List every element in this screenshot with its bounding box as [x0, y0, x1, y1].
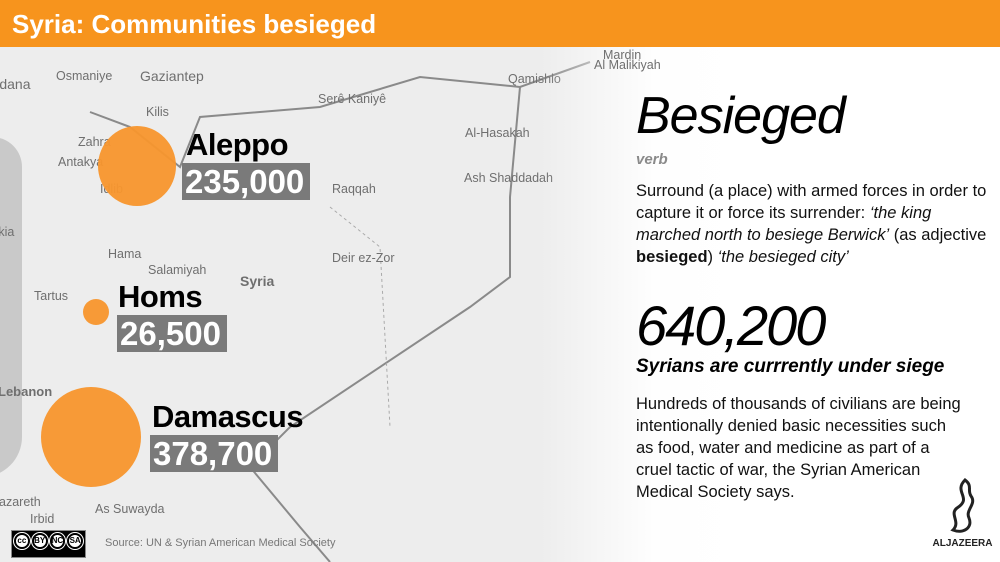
- map-label: Latakia: [0, 225, 15, 239]
- def-example: ‘the king marched north to besiege Berwi…: [636, 204, 932, 244]
- map-label: Irbid: [30, 512, 55, 526]
- nc-icon: NC: [49, 533, 66, 549]
- definition-text: Surround (a place) with armed forces in …: [636, 180, 996, 268]
- by-icon: BY: [31, 533, 48, 549]
- city-name: Homs: [118, 279, 203, 314]
- map-label: Antakya: [58, 155, 104, 169]
- def-part: Surround (a place) with armed forces in …: [636, 182, 987, 222]
- map-label: As Suwayda: [95, 502, 165, 516]
- cc-icon: cc: [14, 533, 30, 549]
- map-label: Raqqah: [332, 182, 376, 196]
- definition-word: Besieged: [636, 87, 846, 145]
- sea: [0, 137, 22, 477]
- aljazeera-logo: ALJAZEERA: [930, 478, 995, 549]
- city-name: Aleppo: [186, 127, 289, 162]
- homs-circle: [83, 299, 109, 325]
- map-label: Osmaniye: [56, 69, 113, 83]
- map-label: Lebanon: [0, 384, 53, 399]
- city-count: 26,500: [117, 315, 227, 352]
- def-bold: besieged: [636, 248, 708, 266]
- total-caption: Syrians are currrently under siege: [636, 356, 945, 377]
- aleppo-circle: [98, 126, 176, 206]
- map-label: Hama: [108, 247, 142, 261]
- panel-background: [540, 47, 1000, 562]
- total-besieged: 640,200: [636, 294, 826, 357]
- page-title: Syria: Communities besieged: [12, 9, 377, 39]
- map-label: Nazareth: [0, 495, 41, 509]
- city-count: 235,000: [182, 163, 311, 200]
- map-label: Kilis: [146, 105, 169, 119]
- cc-license-badge: cc BY NC SA: [11, 530, 86, 558]
- map-label: Ash Shaddadah: [464, 171, 553, 185]
- map-label: Syria: [240, 273, 275, 289]
- stat-text: Hundreds of thousands of civilians are b…: [636, 395, 961, 501]
- source-note: Source: UN & Syrian American Medical Soc…: [105, 537, 336, 549]
- map-label: Al Malikiyah: [594, 58, 661, 72]
- header: Syria: Communities besieged: [0, 0, 1000, 47]
- part-of-speech: verb: [636, 151, 668, 168]
- map-label: Serê Kaniyê: [318, 92, 387, 106]
- logo-text: ALJAZEERA: [932, 538, 993, 549]
- map-label: Tartus: [34, 289, 69, 303]
- def-part: (as adjective: [889, 226, 987, 244]
- city-count: 378,700: [150, 435, 279, 472]
- map-label: Adana: [0, 76, 31, 92]
- sa-icon: SA: [67, 533, 83, 549]
- aljazeera-logo-icon: [949, 478, 974, 533]
- map-label: Salamiyah: [148, 263, 207, 277]
- def-example: ‘the besieged city’: [717, 248, 849, 266]
- damascus-circle: [41, 387, 141, 487]
- map-label: Mardin: [603, 48, 642, 62]
- map-label: Al-Hasakah: [465, 126, 530, 140]
- city-name: Damascus: [152, 399, 304, 434]
- map-label: Deir ez-Zor: [332, 251, 395, 265]
- map-label: Gaziantep: [140, 68, 204, 84]
- def-part: ): [707, 248, 718, 266]
